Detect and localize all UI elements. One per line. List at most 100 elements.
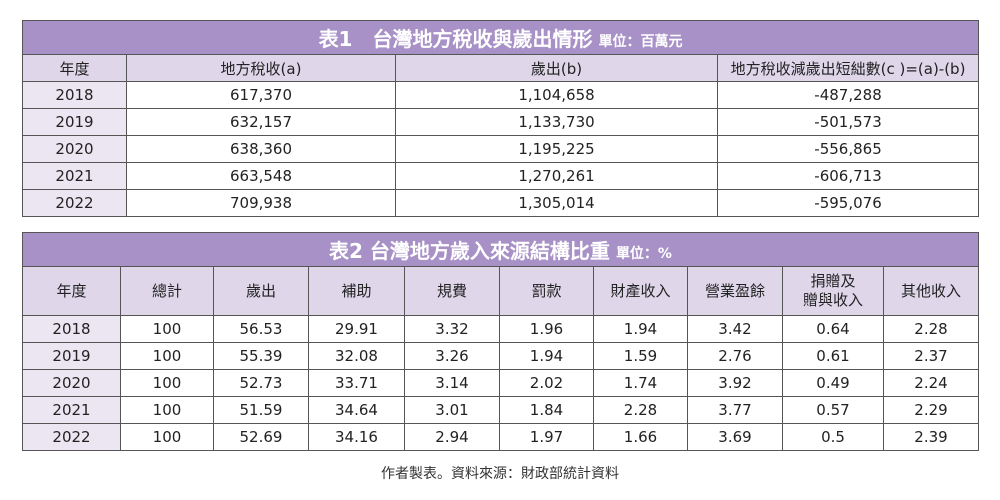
year-cell: 2022 <box>22 423 121 451</box>
fees-cell: 2.94 <box>404 423 500 451</box>
table2-header-other-income: 其他收入 <box>882 266 980 316</box>
business-surplus-cell: 3.77 <box>687 396 783 424</box>
local-tax-cell: 638,360 <box>126 135 396 163</box>
property-income-cell: 1.94 <box>593 315 688 343</box>
local-tax-cell: 709,938 <box>126 189 396 217</box>
table-row: 2022 709,938 1,305,014 -595,076 <box>22 189 980 217</box>
local-tax-cell: 632,157 <box>126 108 396 136</box>
property-income-cell: 1.59 <box>593 342 688 370</box>
deficit-cell: -487,288 <box>716 81 980 109</box>
table2-title: 表2 台灣地方歲入來源結構比重 單位：% <box>21 232 980 267</box>
fees-cell: 3.14 <box>404 369 500 397</box>
year-cell: 2021 <box>22 396 121 424</box>
table1-header-local-tax: 地方稅收(a) <box>126 54 396 82</box>
table2-header-fines: 罰款 <box>499 266 594 316</box>
business-surplus-cell: 2.76 <box>687 342 783 370</box>
table2-header-total: 總計 <box>120 266 214 316</box>
year-cell: 2018 <box>22 315 121 343</box>
fees-cell: 3.01 <box>404 396 500 424</box>
deficit-cell: -556,865 <box>716 135 980 163</box>
subsidy-cell: 29.91 <box>308 315 405 343</box>
year-cell: 2019 <box>22 108 127 136</box>
fines-cell: 1.94 <box>499 342 594 370</box>
fines-cell: 1.97 <box>499 423 594 451</box>
donations-cell: 0.61 <box>782 342 884 370</box>
year-cell: 2019 <box>22 342 121 370</box>
other-income-cell: 2.28 <box>882 315 980 343</box>
tax-cell: 52.73 <box>213 369 309 397</box>
table1-header-deficit: 地方稅收減歲出短絀數(c )=(a)-(b) <box>716 54 980 82</box>
source-caption: 作者製表。資料來源：財政部統計資料 <box>381 466 619 482</box>
other-income-cell: 2.24 <box>882 369 980 397</box>
table2-header-year: 年度 <box>22 266 121 316</box>
table-row: 2021 663,548 1,270,261 -606,713 <box>22 162 980 190</box>
table-row: 2018 617,370 1,104,658 -487,288 <box>22 81 980 109</box>
subsidy-cell: 33.71 <box>308 369 405 397</box>
expenditure-cell: 1,305,014 <box>395 189 718 217</box>
tax-cell: 51.59 <box>213 396 309 424</box>
total-cell: 100 <box>120 369 214 397</box>
year-cell: 2022 <box>22 189 127 217</box>
local-tax-cell: 617,370 <box>126 81 396 109</box>
subsidy-cell: 32.08 <box>308 342 405 370</box>
table2-unit: 單位：% <box>615 246 672 262</box>
table1-header-year: 年度 <box>22 54 127 82</box>
table-row: 2018 100 56.53 29.91 3.32 1.96 1.94 3.42… <box>22 315 980 343</box>
table2-title-text: 表2 台灣地方歲入來源結構比重 <box>329 239 610 263</box>
table-row: 2022 100 52.69 34.16 2.94 1.97 1.66 3.69… <box>22 423 980 451</box>
business-surplus-cell: 3.42 <box>687 315 783 343</box>
donations-cell: 0.64 <box>782 315 884 343</box>
total-cell: 100 <box>120 423 214 451</box>
year-cell: 2018 <box>22 81 127 109</box>
subsidy-cell: 34.16 <box>308 423 405 451</box>
business-surplus-cell: 3.69 <box>687 423 783 451</box>
property-income-cell: 1.74 <box>593 369 688 397</box>
deficit-cell: -595,076 <box>716 189 980 217</box>
table-row: 2020 638,360 1,195,225 -556,865 <box>22 135 980 163</box>
donations-cell: 0.57 <box>782 396 884 424</box>
expenditure-cell: 1,195,225 <box>395 135 718 163</box>
fines-cell: 2.02 <box>499 369 594 397</box>
table-local-tax-expenditure: 表1 台灣地方稅收與歲出情形 單位：百萬元 年度 地方稅收(a) 歲出(b) 地方… <box>21 20 980 217</box>
table1-unit: 單位：百萬元 <box>598 34 683 50</box>
table-row: 2019 632,157 1,133,730 -501,573 <box>22 108 980 136</box>
other-income-cell: 2.39 <box>882 423 980 451</box>
table-row: 2019 100 55.39 32.08 3.26 1.94 1.59 2.76… <box>22 342 980 370</box>
year-cell: 2020 <box>22 135 127 163</box>
year-cell: 2020 <box>22 369 121 397</box>
deficit-cell: -606,713 <box>716 162 980 190</box>
table2-header-business-surplus: 營業盈餘 <box>687 266 783 316</box>
business-surplus-cell: 3.92 <box>687 369 783 397</box>
table-local-revenue-structure: 表2 台灣地方歲入來源結構比重 單位：% 年度 總計 歲出 補助 規費 罰款 財產… <box>21 232 980 451</box>
expenditure-cell: 1,133,730 <box>395 108 718 136</box>
expenditure-cell: 1,270,261 <box>395 162 718 190</box>
table2-header-tax: 歲出 <box>213 266 309 316</box>
table2-header-property-income: 財產收入 <box>593 266 688 316</box>
subsidy-cell: 34.64 <box>308 396 405 424</box>
table1-header-expenditure: 歲出(b) <box>395 54 718 82</box>
table2-header-fees: 規費 <box>404 266 500 316</box>
tax-cell: 55.39 <box>213 342 309 370</box>
total-cell: 100 <box>120 342 214 370</box>
table1-title-text: 表1 台灣地方稅收與歲出情形 <box>318 27 593 51</box>
table1-title: 表1 台灣地方稅收與歲出情形 單位：百萬元 <box>21 20 980 55</box>
expenditure-cell: 1,104,658 <box>395 81 718 109</box>
other-income-cell: 2.29 <box>882 396 980 424</box>
deficit-cell: -501,573 <box>716 108 980 136</box>
donations-cell: 0.5 <box>782 423 884 451</box>
year-cell: 2021 <box>22 162 127 190</box>
property-income-cell: 1.66 <box>593 423 688 451</box>
table2-header-donations: 捐贈及 贈與收入 <box>782 266 884 316</box>
property-income-cell: 2.28 <box>593 396 688 424</box>
table2-header-subsidy: 補助 <box>308 266 405 316</box>
total-cell: 100 <box>120 315 214 343</box>
table-row: 2020 100 52.73 33.71 3.14 2.02 1.74 3.92… <box>22 369 980 397</box>
total-cell: 100 <box>120 396 214 424</box>
tax-cell: 52.69 <box>213 423 309 451</box>
fees-cell: 3.26 <box>404 342 500 370</box>
fees-cell: 3.32 <box>404 315 500 343</box>
tax-cell: 56.53 <box>213 315 309 343</box>
fines-cell: 1.96 <box>499 315 594 343</box>
table-row: 2021 100 51.59 34.64 3.01 1.84 2.28 3.77… <box>22 396 980 424</box>
